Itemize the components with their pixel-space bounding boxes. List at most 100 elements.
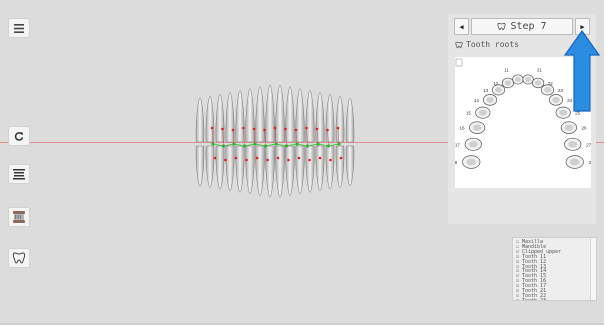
jaw-view-button[interactable] bbox=[8, 207, 30, 227]
marker-link bbox=[253, 128, 256, 145]
layer-list-item[interactable]: ☑ Tooth 15 bbox=[513, 274, 596, 279]
layer-list-item[interactable]: ☑ Tooth 12 bbox=[513, 258, 596, 265]
marker-link bbox=[295, 129, 298, 145]
checkbox-checked-icon[interactable]: ☑ bbox=[516, 263, 520, 270]
checkbox-checked-icon[interactable]: ☑ bbox=[516, 278, 520, 285]
layer-list-scrollbar[interactable] bbox=[590, 238, 596, 300]
upper-tooth bbox=[285, 86, 295, 143]
layer-label: Tooth 23 bbox=[522, 297, 547, 301]
tooth-view-button[interactable] bbox=[8, 248, 30, 268]
checkbox-unchecked-icon[interactable]: ☐ bbox=[516, 243, 520, 250]
layer-label: Clipped upper bbox=[522, 248, 562, 255]
chart-tooth-shade bbox=[525, 76, 531, 83]
tooth-number-label: 11 bbox=[504, 67, 509, 72]
red-marker bbox=[329, 158, 332, 162]
layer-label: Mandible bbox=[522, 243, 547, 250]
tooth-number-label: 17 bbox=[455, 142, 460, 147]
marker-link bbox=[264, 129, 266, 147]
layer-label: Tooth 22 bbox=[522, 292, 547, 299]
tooth-number-label: 13 bbox=[483, 88, 489, 93]
layer-label: Tooth 17 bbox=[522, 283, 547, 290]
upper-tooth bbox=[295, 88, 305, 143]
tooth-chart[interactable]: 11 21 12 22 13 23 14 24 15 25 16 26 17 27 18 28 bbox=[452, 57, 594, 188]
checkbox-checked-icon[interactable]: ☑ bbox=[516, 283, 520, 290]
upper-tooth bbox=[255, 86, 265, 143]
checkbox-checked-icon[interactable]: ☑ bbox=[516, 268, 520, 275]
layer-list-item[interactable]: ☑ Tooth 17 bbox=[513, 284, 596, 289]
chart-tooth-shade bbox=[568, 140, 578, 148]
tooth-chart-diagram[interactable]: 11 21 12 22 13 23 14 24 15 25 16 26 17 27 18 28 bbox=[452, 57, 594, 188]
layer-list[interactable]: ☐ Maxilla ☐ Mandible ☑ Clipped upper ☑ Tooth 11… bbox=[512, 237, 597, 301]
prev-step-button[interactable]: ◀ bbox=[454, 18, 469, 35]
layer-list-item[interactable]: ☐ Maxilla bbox=[513, 240, 596, 245]
layer-label: Tooth 21 bbox=[522, 288, 547, 295]
menu-button[interactable] bbox=[8, 18, 30, 38]
checkbox-checked-icon[interactable]: ☑ bbox=[516, 273, 520, 280]
layer-label: Tooth 11 bbox=[522, 253, 547, 260]
teeth-3d-model[interactable] bbox=[190, 80, 360, 220]
chart-tooth-shade bbox=[478, 109, 487, 116]
chart-tooth-shade bbox=[495, 87, 502, 93]
layer-list-item[interactable]: ☑ Tooth 14 bbox=[513, 269, 596, 274]
pointer-arrow-icon bbox=[563, 29, 601, 112]
layer-label: Maxilla bbox=[522, 239, 544, 245]
occlusion-view-button[interactable] bbox=[8, 164, 30, 184]
upper-tooth bbox=[335, 95, 345, 143]
lower-tooth bbox=[275, 145, 285, 198]
tooth-number-label: 18 bbox=[455, 160, 458, 165]
upper-tooth bbox=[265, 84, 275, 143]
checkbox-checked-icon[interactable]: ☑ bbox=[516, 297, 520, 301]
tooth-number-label: 24 bbox=[567, 98, 573, 103]
chart-teeth bbox=[462, 74, 584, 169]
tooth-number-label: 28 bbox=[589, 160, 591, 165]
marker-link bbox=[222, 128, 224, 147]
chart-tooth-shade bbox=[552, 96, 560, 103]
red-marker bbox=[255, 156, 259, 160]
corner-mark bbox=[455, 58, 463, 67]
hamburger-icon bbox=[14, 23, 24, 33]
marker-link bbox=[306, 127, 308, 147]
layer-list-item[interactable]: ☑ Tooth 23 bbox=[513, 297, 596, 301]
red-marker bbox=[318, 156, 322, 160]
layer-label: Tooth 14 bbox=[522, 268, 547, 275]
step-label: Step 7 bbox=[510, 21, 547, 32]
layer-list-item[interactable]: ☑ Tooth 16 bbox=[513, 279, 596, 284]
checkbox-unchecked-icon[interactable]: ☐ bbox=[516, 239, 520, 245]
layer-list-item[interactable]: ☑ Tooth 11 bbox=[513, 253, 596, 260]
reset-view-button[interactable] bbox=[8, 126, 30, 146]
red-marker bbox=[266, 158, 269, 162]
lower-tooth bbox=[255, 145, 265, 196]
upper-tooth bbox=[325, 94, 335, 143]
layer-list-item[interactable]: ☑ Tooth 22 bbox=[513, 292, 596, 299]
chart-tooth-shade bbox=[515, 76, 521, 83]
red-marker bbox=[297, 156, 301, 160]
red-marker bbox=[339, 156, 343, 160]
checkbox-checked-icon[interactable]: ☑ bbox=[516, 248, 520, 255]
left-arrow-icon: ◀ bbox=[459, 22, 464, 31]
tooth-roots-label: Tooth roots bbox=[466, 40, 519, 49]
lower-tooth bbox=[245, 145, 255, 195]
layer-list-item[interactable]: ☐ Mandible bbox=[513, 243, 596, 250]
lower-tooth bbox=[235, 145, 245, 193]
checkbox-checked-icon[interactable]: ☑ bbox=[516, 292, 520, 299]
chart-tooth-shade bbox=[569, 158, 580, 166]
checkbox-checked-icon[interactable]: ☑ bbox=[516, 288, 520, 295]
marker-link bbox=[316, 128, 319, 145]
layer-list-item[interactable]: ☑ Tooth 21 bbox=[513, 289, 596, 294]
tooth-number-label: 26 bbox=[581, 126, 587, 131]
tooth-number-label: 16 bbox=[460, 126, 466, 131]
lower-tooth bbox=[195, 145, 205, 187]
layer-label: Tooth 13 bbox=[522, 263, 547, 270]
tooth-number-label: 22 bbox=[548, 81, 554, 86]
checkbox-checked-icon[interactable]: ☑ bbox=[516, 258, 520, 265]
layer-list-item[interactable]: ☑ Tooth 13 bbox=[513, 263, 596, 270]
checkbox-checked-icon[interactable]: ☑ bbox=[516, 253, 520, 260]
step-label-box: Step 7 bbox=[471, 18, 573, 35]
landmark-markers bbox=[210, 126, 343, 162]
tooth-roots-toggle[interactable]: Tooth roots bbox=[455, 40, 519, 49]
red-marker bbox=[287, 158, 290, 162]
next-step-button[interactable]: ▶ bbox=[575, 18, 590, 35]
layer-list-item[interactable]: ☑ Clipped upper bbox=[513, 248, 596, 255]
layer-label: Tooth 12 bbox=[522, 258, 547, 265]
lower-tooth bbox=[285, 145, 295, 196]
